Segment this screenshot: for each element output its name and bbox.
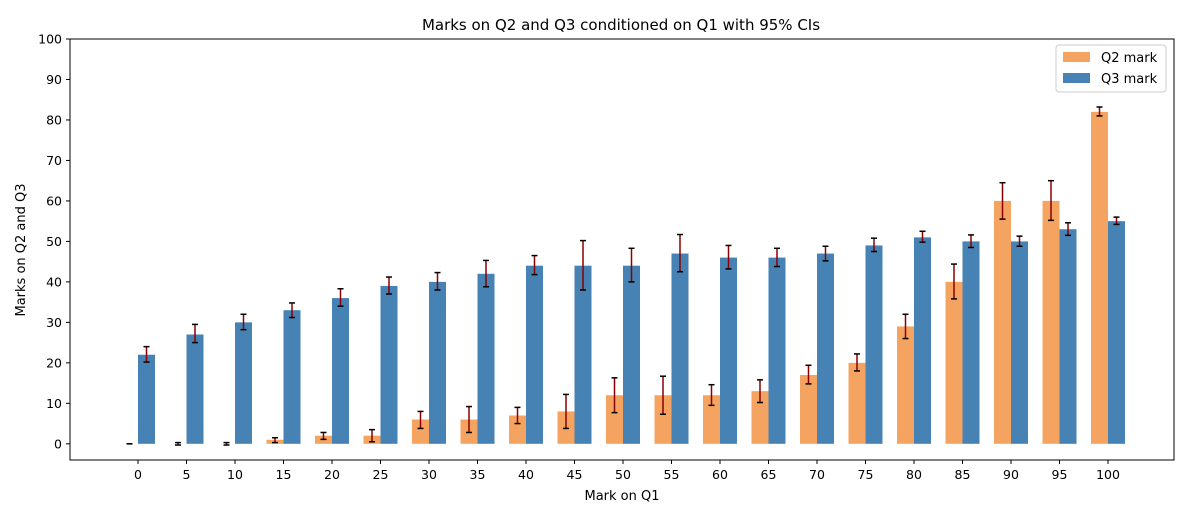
x-tick-label: 100 (1096, 467, 1120, 482)
legend-label-q3: Q3 mark (1101, 72, 1158, 87)
bar-q2 (994, 200, 1011, 444)
bar-q3 (186, 334, 204, 444)
y-tick-label: 80 (46, 112, 62, 127)
x-tick-label: 5 (183, 467, 191, 482)
bar-q2 (703, 395, 720, 444)
legend: Q2 mark Q3 mark (1055, 44, 1167, 93)
y-axis-title: Marks on Q2 and Q3 (14, 183, 29, 316)
bar-q2 (897, 326, 914, 444)
x-tick-label: 20 (324, 467, 340, 482)
bar-q2 (412, 419, 429, 444)
x-tick-label: 0 (134, 467, 142, 482)
bar-q3 (1108, 221, 1125, 444)
bar-q3 (962, 241, 980, 444)
bar-q2 (848, 362, 866, 444)
bars-group (138, 111, 1125, 444)
bar-q3 (477, 273, 495, 444)
legend-swatch-q3 (1063, 73, 1090, 83)
bar-q3 (526, 265, 543, 444)
legend-swatch-q2 (1063, 52, 1090, 62)
y-tick-label: 40 (46, 274, 62, 289)
bar-q3 (138, 354, 155, 444)
x-tick-label: 85 (955, 467, 971, 482)
bar-q3 (235, 322, 252, 444)
y-tick-label: 50 (46, 234, 62, 249)
x-tick-label: 10 (227, 467, 243, 482)
y-tick-label: 30 (46, 315, 62, 330)
y-tick-label: 100 (38, 32, 62, 47)
bar-q3 (623, 265, 640, 444)
x-tick-label: 45 (567, 467, 583, 482)
error-bars-group (126, 106, 1120, 446)
bar-q3 (671, 253, 689, 444)
bar-q3 (768, 257, 786, 444)
x-tick-label: 55 (664, 467, 680, 482)
bar-q2 (945, 281, 963, 444)
chart-title: Marks on Q2 and Q3 conditioned on Q1 wit… (422, 16, 820, 34)
x-tick-label: 95 (1052, 467, 1068, 482)
x-tick-label: 35 (470, 467, 486, 482)
legend-label-q2: Q2 mark (1101, 51, 1158, 66)
plot-frame (69, 38, 1175, 461)
x-axis: 0 5 10 15 20 25 30 35 40 45 50 55 60 65 70 75 80 85 90 95 10… (134, 460, 1120, 482)
bar-q2 (509, 415, 526, 444)
plot-area (69, 38, 1175, 461)
x-tick-label: 70 (809, 467, 825, 482)
bar-q3 (720, 257, 737, 444)
bar-q2 (606, 395, 623, 444)
bar-q3 (1059, 229, 1077, 444)
bar-q3 (574, 265, 592, 444)
x-tick-label: 50 (615, 467, 631, 482)
y-tick-label: 60 (46, 193, 62, 208)
y-tick-label: 0 (54, 436, 62, 451)
x-tick-label: 60 (712, 467, 728, 482)
bar-q3 (914, 237, 931, 444)
bar-q2 (654, 395, 672, 444)
x-tick-label: 90 (1003, 467, 1019, 482)
x-tick-label: 40 (518, 467, 534, 482)
x-tick-label: 80 (906, 467, 922, 482)
bar-q2 (751, 391, 769, 444)
bar-q2 (1091, 111, 1108, 444)
bar-q3 (332, 298, 349, 444)
x-tick-label: 25 (373, 467, 389, 482)
y-tick-label: 90 (46, 72, 62, 87)
y-axis: 0 10 20 30 40 50 60 70 80 90 100 (38, 32, 70, 451)
bar-q3 (1011, 241, 1028, 444)
x-tick-label: 15 (276, 467, 292, 482)
x-tick-label: 30 (421, 467, 437, 482)
y-tick-label: 70 (46, 153, 62, 168)
bar-q2 (800, 374, 817, 444)
y-tick-label: 20 (46, 355, 62, 370)
bar-q3 (865, 245, 883, 444)
bar-q3 (429, 281, 446, 444)
bar-q3 (817, 253, 834, 444)
y-tick-label: 10 (46, 396, 62, 411)
x-tick-label: 75 (858, 467, 874, 482)
bar-q2 (1042, 200, 1060, 444)
x-tick-label: 65 (761, 467, 777, 482)
bar-q3 (380, 285, 398, 444)
bar-q3 (283, 310, 301, 444)
x-axis-title: Mark on Q1 (584, 489, 659, 504)
